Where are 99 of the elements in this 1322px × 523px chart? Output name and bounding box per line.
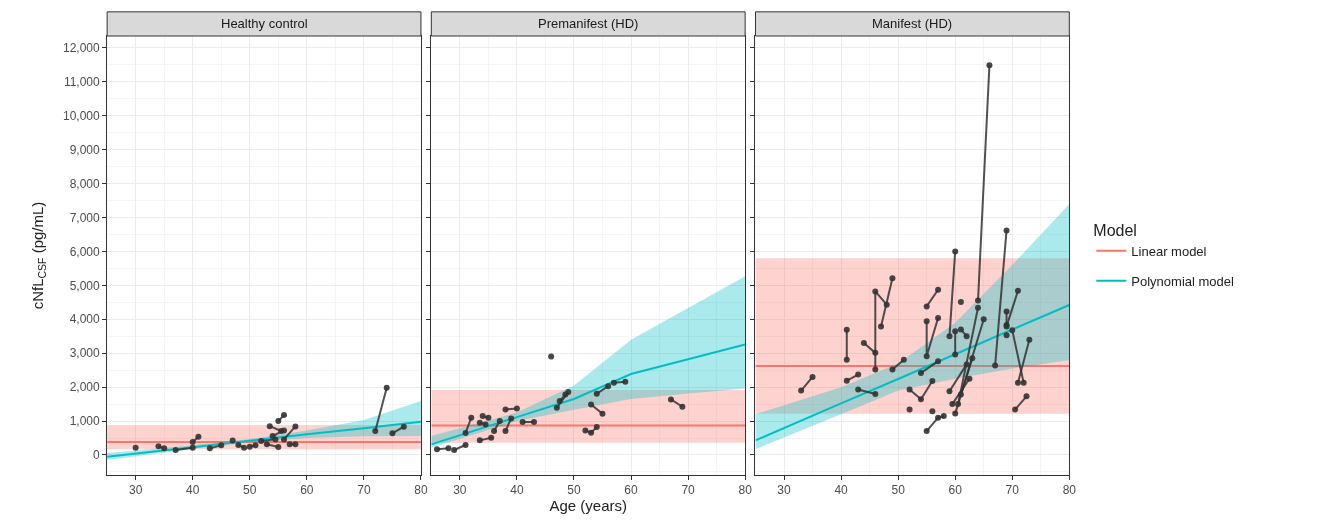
point xyxy=(275,418,282,425)
point xyxy=(556,398,563,405)
point xyxy=(588,401,595,408)
point xyxy=(218,442,225,449)
x-tick-label: 30 xyxy=(128,483,143,498)
x-tick-label: 70 xyxy=(681,483,696,498)
point xyxy=(269,432,276,439)
point xyxy=(476,437,483,444)
x-tick-label: 60 xyxy=(948,483,963,498)
legend-title: Model xyxy=(1093,221,1137,239)
x-tick-label: 30 xyxy=(777,483,792,498)
x-tick-label: 60 xyxy=(624,483,638,498)
x-tick-label: 80 xyxy=(1062,483,1077,498)
x-tick-label: 70 xyxy=(357,483,371,498)
point xyxy=(553,404,560,411)
point xyxy=(161,445,168,452)
legend-label: Linear model xyxy=(1131,243,1207,259)
point xyxy=(599,410,606,417)
x-tick-label: 50 xyxy=(243,483,257,498)
point xyxy=(252,442,259,449)
point xyxy=(479,413,486,420)
x-tick-label: 40 xyxy=(834,483,849,498)
point xyxy=(235,442,242,449)
point xyxy=(372,428,379,435)
point xyxy=(195,433,202,440)
point xyxy=(468,414,475,421)
legend-label: Polynomial model xyxy=(1131,273,1235,289)
point xyxy=(502,406,509,413)
x-tick-label: 30 xyxy=(453,483,467,498)
point xyxy=(172,447,179,453)
point xyxy=(593,424,600,431)
point xyxy=(286,441,293,448)
point xyxy=(206,445,213,452)
point xyxy=(679,403,686,410)
point xyxy=(485,414,492,421)
y-tick-label: 0 xyxy=(93,448,101,463)
point xyxy=(462,430,469,437)
point xyxy=(281,436,288,443)
line-series xyxy=(107,420,421,458)
x-tick-label: 70 xyxy=(1005,483,1020,498)
point xyxy=(582,427,589,434)
point xyxy=(488,434,495,441)
point xyxy=(189,444,196,451)
x-tick-label: 80 xyxy=(738,483,753,498)
chart-title: Healthy control xyxy=(221,16,308,31)
point xyxy=(605,383,612,390)
y-tick-label: 3,000 xyxy=(69,346,101,361)
point xyxy=(434,446,441,453)
point xyxy=(496,418,503,425)
point xyxy=(246,443,253,450)
point xyxy=(531,419,538,426)
point xyxy=(400,423,407,430)
y-tick-label: 8,000 xyxy=(69,176,101,191)
point xyxy=(667,396,674,403)
x-tick-label: 50 xyxy=(567,483,581,498)
point xyxy=(519,419,526,426)
point xyxy=(508,415,515,422)
point xyxy=(263,441,270,448)
x-tick-label: 40 xyxy=(510,483,524,498)
x-tick-label: 60 xyxy=(300,483,314,498)
y-tick-label: 4,000 xyxy=(69,312,101,327)
point xyxy=(502,428,509,435)
point xyxy=(513,405,520,412)
point xyxy=(189,439,196,446)
chart-title: Premanifest (HD) xyxy=(538,16,639,31)
y-tick-label: 7,000 xyxy=(69,210,101,225)
point xyxy=(462,442,469,449)
point xyxy=(588,429,595,436)
point xyxy=(155,443,162,450)
point xyxy=(292,423,299,430)
y-tick-label: 12,000 xyxy=(63,41,101,56)
point xyxy=(281,412,288,419)
point xyxy=(593,390,600,397)
point xyxy=(451,447,458,453)
point xyxy=(622,378,629,385)
point xyxy=(445,445,452,452)
point xyxy=(383,384,390,391)
y-tick-label: 11,000 xyxy=(63,75,101,89)
point xyxy=(275,444,282,451)
point xyxy=(266,423,273,430)
chart-title: Manifest (HD) xyxy=(872,16,953,31)
y-tick-label: 5,000 xyxy=(69,278,101,293)
x-axis-title: Age (years) xyxy=(549,497,627,515)
point xyxy=(389,430,396,437)
y-tick-label: 2,000 xyxy=(69,380,101,395)
point xyxy=(491,428,498,435)
point xyxy=(610,379,617,386)
x-tick-label: 80 xyxy=(414,483,428,498)
point xyxy=(482,421,489,428)
point xyxy=(292,441,299,448)
y-tick-label: 1,000 xyxy=(69,414,101,429)
y-tick-label: 6,000 xyxy=(69,244,101,259)
x-tick-label: 40 xyxy=(186,483,200,498)
point xyxy=(241,444,248,451)
y-tick-label: 9,000 xyxy=(69,142,101,157)
point xyxy=(258,438,265,445)
point xyxy=(476,419,483,426)
y-tick-label: 10,000 xyxy=(63,108,101,123)
x-tick-label: 50 xyxy=(891,483,906,498)
